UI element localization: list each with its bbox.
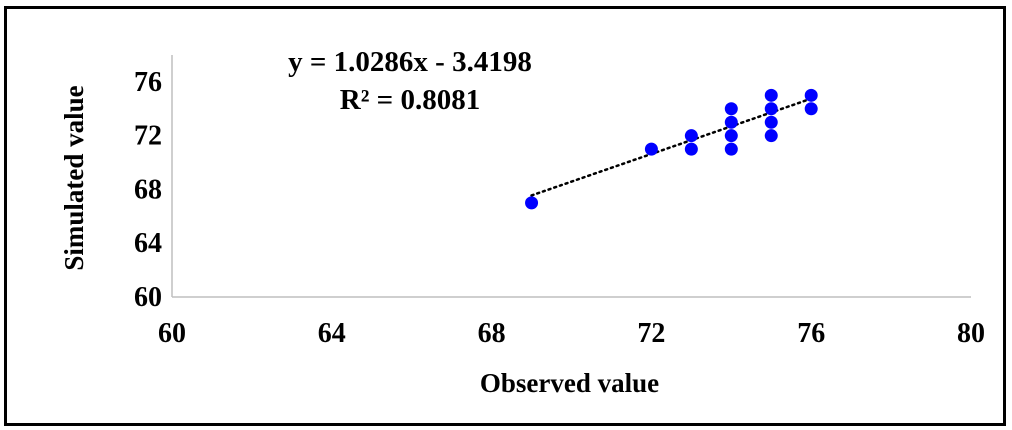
trendline-group	[530, 97, 813, 197]
data-point	[684, 142, 698, 156]
trendline-equation: y = 1.0286x - 3.4198	[288, 46, 532, 78]
data-point	[804, 102, 818, 116]
x-tick-label: 68	[478, 318, 506, 349]
data-point	[724, 115, 738, 129]
data-point	[724, 142, 738, 156]
x-tick-label: 72	[637, 318, 665, 349]
y-tick-label: 72	[134, 121, 162, 152]
data-point	[724, 102, 738, 116]
x-tick-label: 76	[797, 318, 825, 349]
data-point	[764, 115, 778, 129]
x-axis-label: Observed value	[480, 368, 659, 398]
data-point	[804, 88, 818, 102]
x-tick-label: 60	[158, 318, 186, 349]
y-tick-label: 76	[134, 67, 162, 98]
x-tick-label: 64	[318, 318, 346, 349]
y-axis-label: Simulated value	[59, 85, 89, 270]
data-point	[764, 102, 778, 116]
y-tick-label: 64	[134, 228, 162, 259]
chart-frame: 60 64 68 72 76 80 60 64 68 72 76 Observed value Si…	[4, 6, 1006, 426]
trendline-r-squared: R² = 0.8081	[340, 84, 480, 116]
data-point	[644, 142, 658, 156]
data-point	[764, 88, 778, 102]
data-point	[764, 129, 778, 143]
scatter-chart: 60 64 68 72 76 80 60 64 68 72 76 Observed value Si…	[59, 46, 985, 398]
data-point	[684, 129, 698, 143]
data-point	[724, 129, 738, 143]
data-point	[525, 196, 539, 210]
axes	[171, 55, 971, 298]
data-points	[525, 88, 818, 210]
trendline	[530, 97, 813, 197]
x-tick-label: 80	[957, 318, 985, 349]
y-tick-label: 60	[134, 282, 162, 313]
y-tick-label: 68	[134, 174, 162, 205]
tick-labels: 60 64 68 72 76 80 60 64 68 72 76	[134, 67, 985, 349]
